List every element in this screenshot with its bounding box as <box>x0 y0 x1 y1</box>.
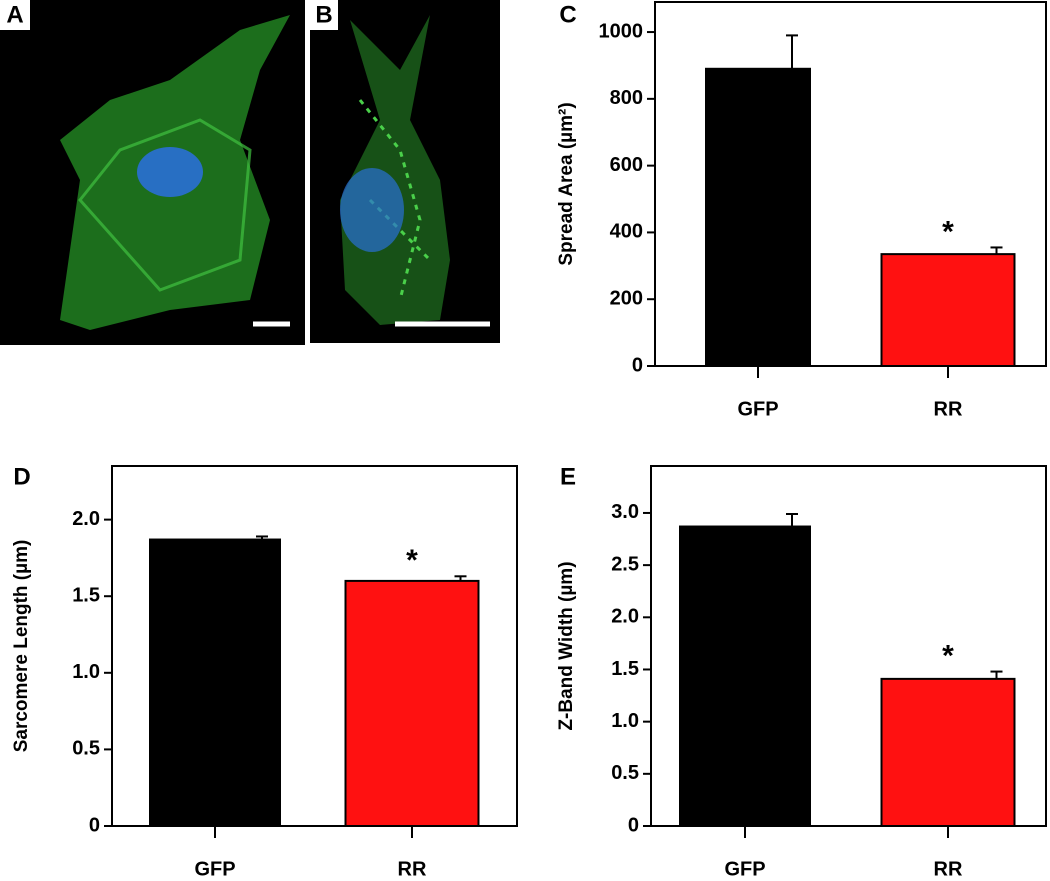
y-tick-label: 0 <box>632 354 643 376</box>
y-axis-label: Z-Band Width (µm) <box>556 561 577 730</box>
panel-label: B <box>315 1 332 28</box>
x-tick-label: RR <box>934 858 963 880</box>
bar <box>880 253 1016 367</box>
bar <box>149 538 281 827</box>
plot-frame <box>111 465 518 827</box>
panel-label: A <box>6 1 23 28</box>
significance-mark: * <box>942 215 954 248</box>
y-tick-label: 3.0 <box>611 501 639 523</box>
panel-label: D <box>13 463 30 490</box>
y-tick-label: 0 <box>628 814 639 836</box>
y-tick-label: 800 <box>610 87 643 109</box>
y-tick-label: 400 <box>610 221 643 243</box>
y-tick-label: 600 <box>610 154 643 176</box>
panel-label: E <box>560 463 576 490</box>
significance-mark: * <box>942 639 954 672</box>
y-tick-label: 200 <box>610 287 643 309</box>
y-tick-label: 1000 <box>599 20 644 42</box>
bar <box>679 525 811 827</box>
y-axis-label: Sarcomere Length (µm) <box>11 540 32 753</box>
plot-frame <box>654 1 1047 367</box>
image-b: B <box>310 0 500 343</box>
x-tick-label: GFP <box>724 858 765 880</box>
bar <box>705 67 811 367</box>
bar <box>344 579 480 827</box>
y-tick-label: 2.0 <box>72 508 100 530</box>
y-tick-label: 1.5 <box>611 658 639 680</box>
y-tick-label: 1.0 <box>611 710 639 732</box>
y-tick-label: 0.5 <box>611 762 639 784</box>
y-tick-label: 2.5 <box>611 553 639 575</box>
x-tick-label: GFP <box>194 858 235 880</box>
significance-mark: * <box>406 544 418 577</box>
y-axis-label: Spread Area (µm²) <box>556 102 577 265</box>
y-tick-label: 2.0 <box>611 606 639 628</box>
y-tick-label: 0.5 <box>72 738 100 760</box>
x-tick-label: GFP <box>737 398 778 420</box>
bar <box>880 677 1016 827</box>
y-tick-label: 1.0 <box>72 661 100 683</box>
image-a: A <box>0 0 305 345</box>
y-tick-label: 1.5 <box>72 584 100 606</box>
y-tick-label: 0 <box>89 814 100 836</box>
panel-label: C <box>559 1 576 28</box>
x-tick-label: RR <box>934 398 963 420</box>
plot-frame <box>650 465 1047 827</box>
x-tick-label: RR <box>398 858 427 880</box>
